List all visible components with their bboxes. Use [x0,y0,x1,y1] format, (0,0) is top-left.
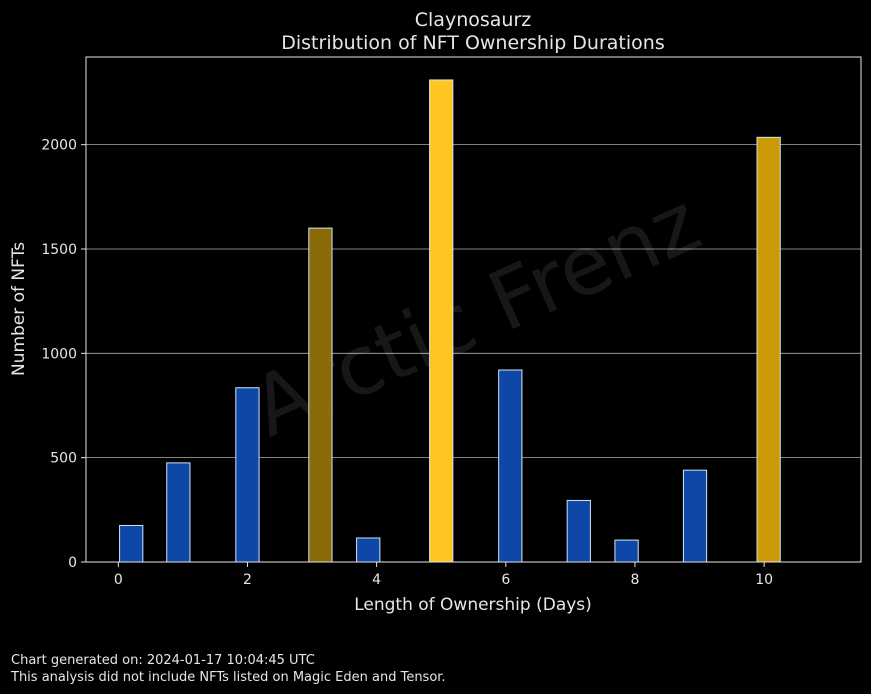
y-tick-label: 0 [68,555,77,571]
bar [308,227,333,563]
x-tick-label: 8 [630,572,639,588]
generated-timestamp: Chart generated on: 2024-01-17 10:04:45 … [11,653,315,668]
bar [756,136,781,563]
y-axis-label: Number of NFTs [9,242,29,376]
bar [498,369,523,563]
x-axis: 0 2 4 6 8 10 [114,562,773,588]
bar [166,462,191,563]
plot-frame [85,56,862,563]
chart-footer: Chart generated on: 2024-01-17 10:04:45 … [11,652,446,686]
chart-title: Claynosaurz [415,9,531,31]
y-axis: 0 500 1000 1500 2000 [41,138,86,571]
x-tick-label: 2 [243,572,252,588]
bar [356,537,381,563]
bar [682,469,708,563]
chart-subtitle: Distribution of NFT Ownership Durations [281,32,664,54]
y-tick-label: 1000 [41,346,77,362]
y-tick-label: 1500 [41,242,77,258]
bar [429,79,454,563]
bars [119,79,781,563]
x-tick-label: 10 [755,572,773,588]
y-tick-label: 500 [50,451,77,467]
bar [566,499,591,563]
bar [235,387,260,563]
x-tick-label: 6 [501,572,510,588]
bar [119,524,144,563]
x-tick-label: 4 [372,572,381,588]
grid [86,144,861,459]
analysis-note: This analysis did not include NFTs liste… [11,670,446,685]
y-tick-label: 2000 [41,138,77,154]
x-axis-label: Length of Ownership (Days) [354,595,592,615]
x-tick-label: 0 [114,572,123,588]
bar [614,539,639,563]
